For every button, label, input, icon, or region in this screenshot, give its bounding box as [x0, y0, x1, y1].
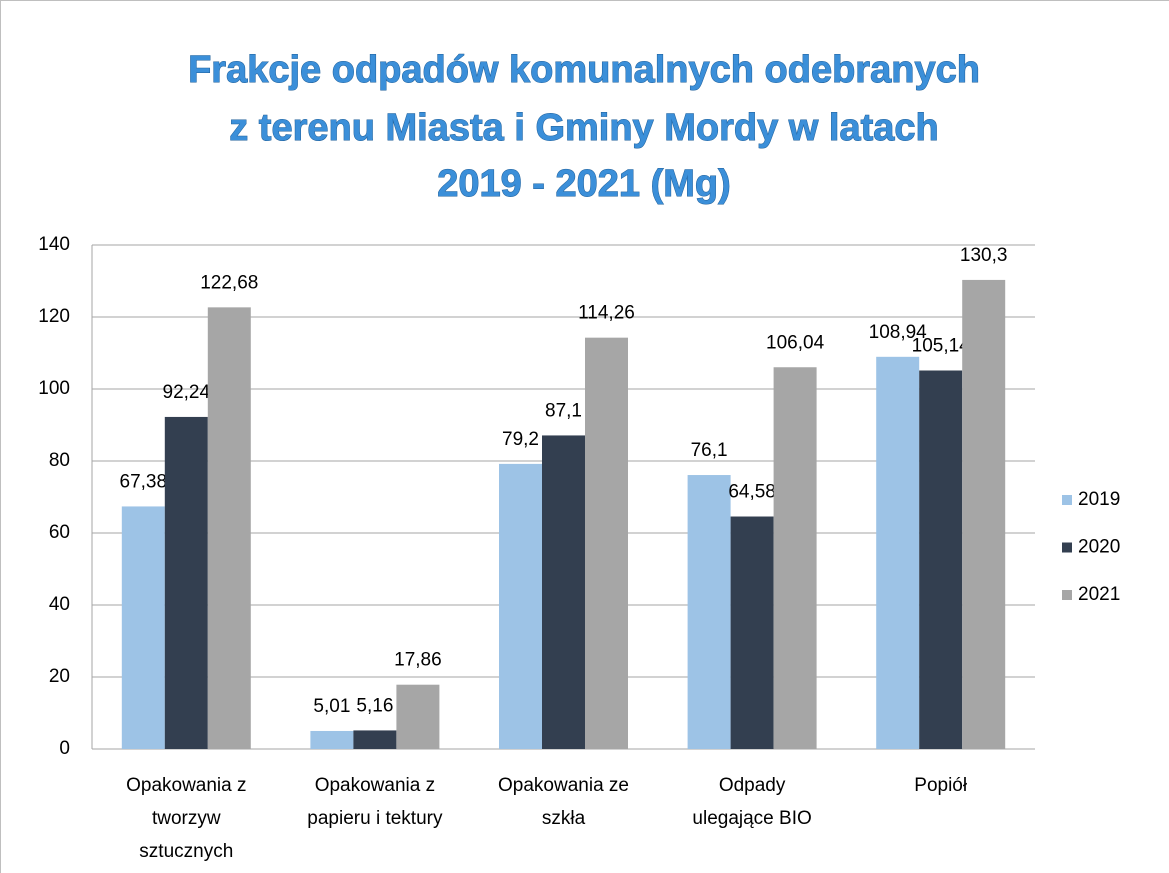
x-tick-label: papieru i tektury [307, 808, 443, 829]
legend-label: 2020 [1078, 537, 1120, 558]
legend-marker [1062, 542, 1072, 553]
bar [585, 337, 628, 749]
x-tick-label: Opakowania z [126, 775, 246, 796]
data-label: 64,58 [728, 482, 776, 503]
x-tick-label: sztucznych [139, 841, 233, 862]
legend-label: 2021 [1078, 584, 1120, 605]
legend-label: 2019 [1078, 489, 1120, 510]
bar [876, 356, 920, 749]
bar [962, 279, 1006, 749]
bar [310, 730, 354, 749]
x-tick-label: Opakowania ze [498, 775, 629, 796]
data-label: 105,14 [912, 336, 971, 357]
bar [207, 307, 251, 749]
data-label: 5,01 [313, 696, 350, 717]
data-label: 5,16 [356, 695, 393, 716]
y-tick-label: 100 [38, 378, 70, 399]
data-label: 108,94 [869, 322, 928, 343]
bar [396, 684, 440, 749]
bar [353, 730, 397, 749]
data-label: 67,38 [120, 471, 168, 492]
data-label: 114,26 [578, 303, 635, 324]
bar [687, 475, 731, 749]
data-label: 106,04 [766, 332, 825, 353]
x-tick-label: ulegające BIO [692, 808, 811, 829]
bar [919, 370, 963, 749]
y-tick-label: 80 [49, 450, 70, 471]
bar [121, 506, 165, 749]
x-tick-label: Popiół [914, 775, 968, 796]
data-label: 92,24 [163, 382, 211, 403]
y-tick-label: 60 [49, 522, 70, 543]
y-tick-label: 120 [38, 306, 70, 327]
data-label: 17,86 [394, 650, 442, 671]
x-tick-label: tworzyw [152, 808, 221, 829]
chart-title: Frakcje odpadów komunalnych odebranych [188, 49, 980, 91]
bar [499, 463, 542, 749]
x-tick-label: szkła [542, 808, 586, 829]
data-label: 87,1 [545, 400, 582, 421]
bar [730, 516, 774, 749]
bar [773, 367, 817, 749]
data-label: 76,1 [691, 440, 728, 461]
chart-title: 2019 - 2021 (Mg) [437, 163, 731, 205]
bar [542, 435, 585, 749]
data-label: 122,68 [200, 272, 258, 293]
x-tick-label: Opakowania z [315, 775, 435, 796]
data-label: 130,3 [960, 245, 1008, 266]
bar [164, 416, 208, 749]
data-label: 79,2 [502, 429, 539, 450]
y-tick-label: 0 [59, 738, 70, 759]
legend-marker [1062, 590, 1072, 600]
y-tick-label: 140 [38, 234, 70, 255]
legend-marker [1062, 495, 1072, 505]
x-tick-label: Odpady [719, 775, 786, 796]
y-tick-label: 20 [49, 666, 70, 687]
y-tick-label: 40 [49, 594, 70, 615]
chart-title: z terenu Miasta i Gminy Mordy w latach [229, 107, 939, 149]
